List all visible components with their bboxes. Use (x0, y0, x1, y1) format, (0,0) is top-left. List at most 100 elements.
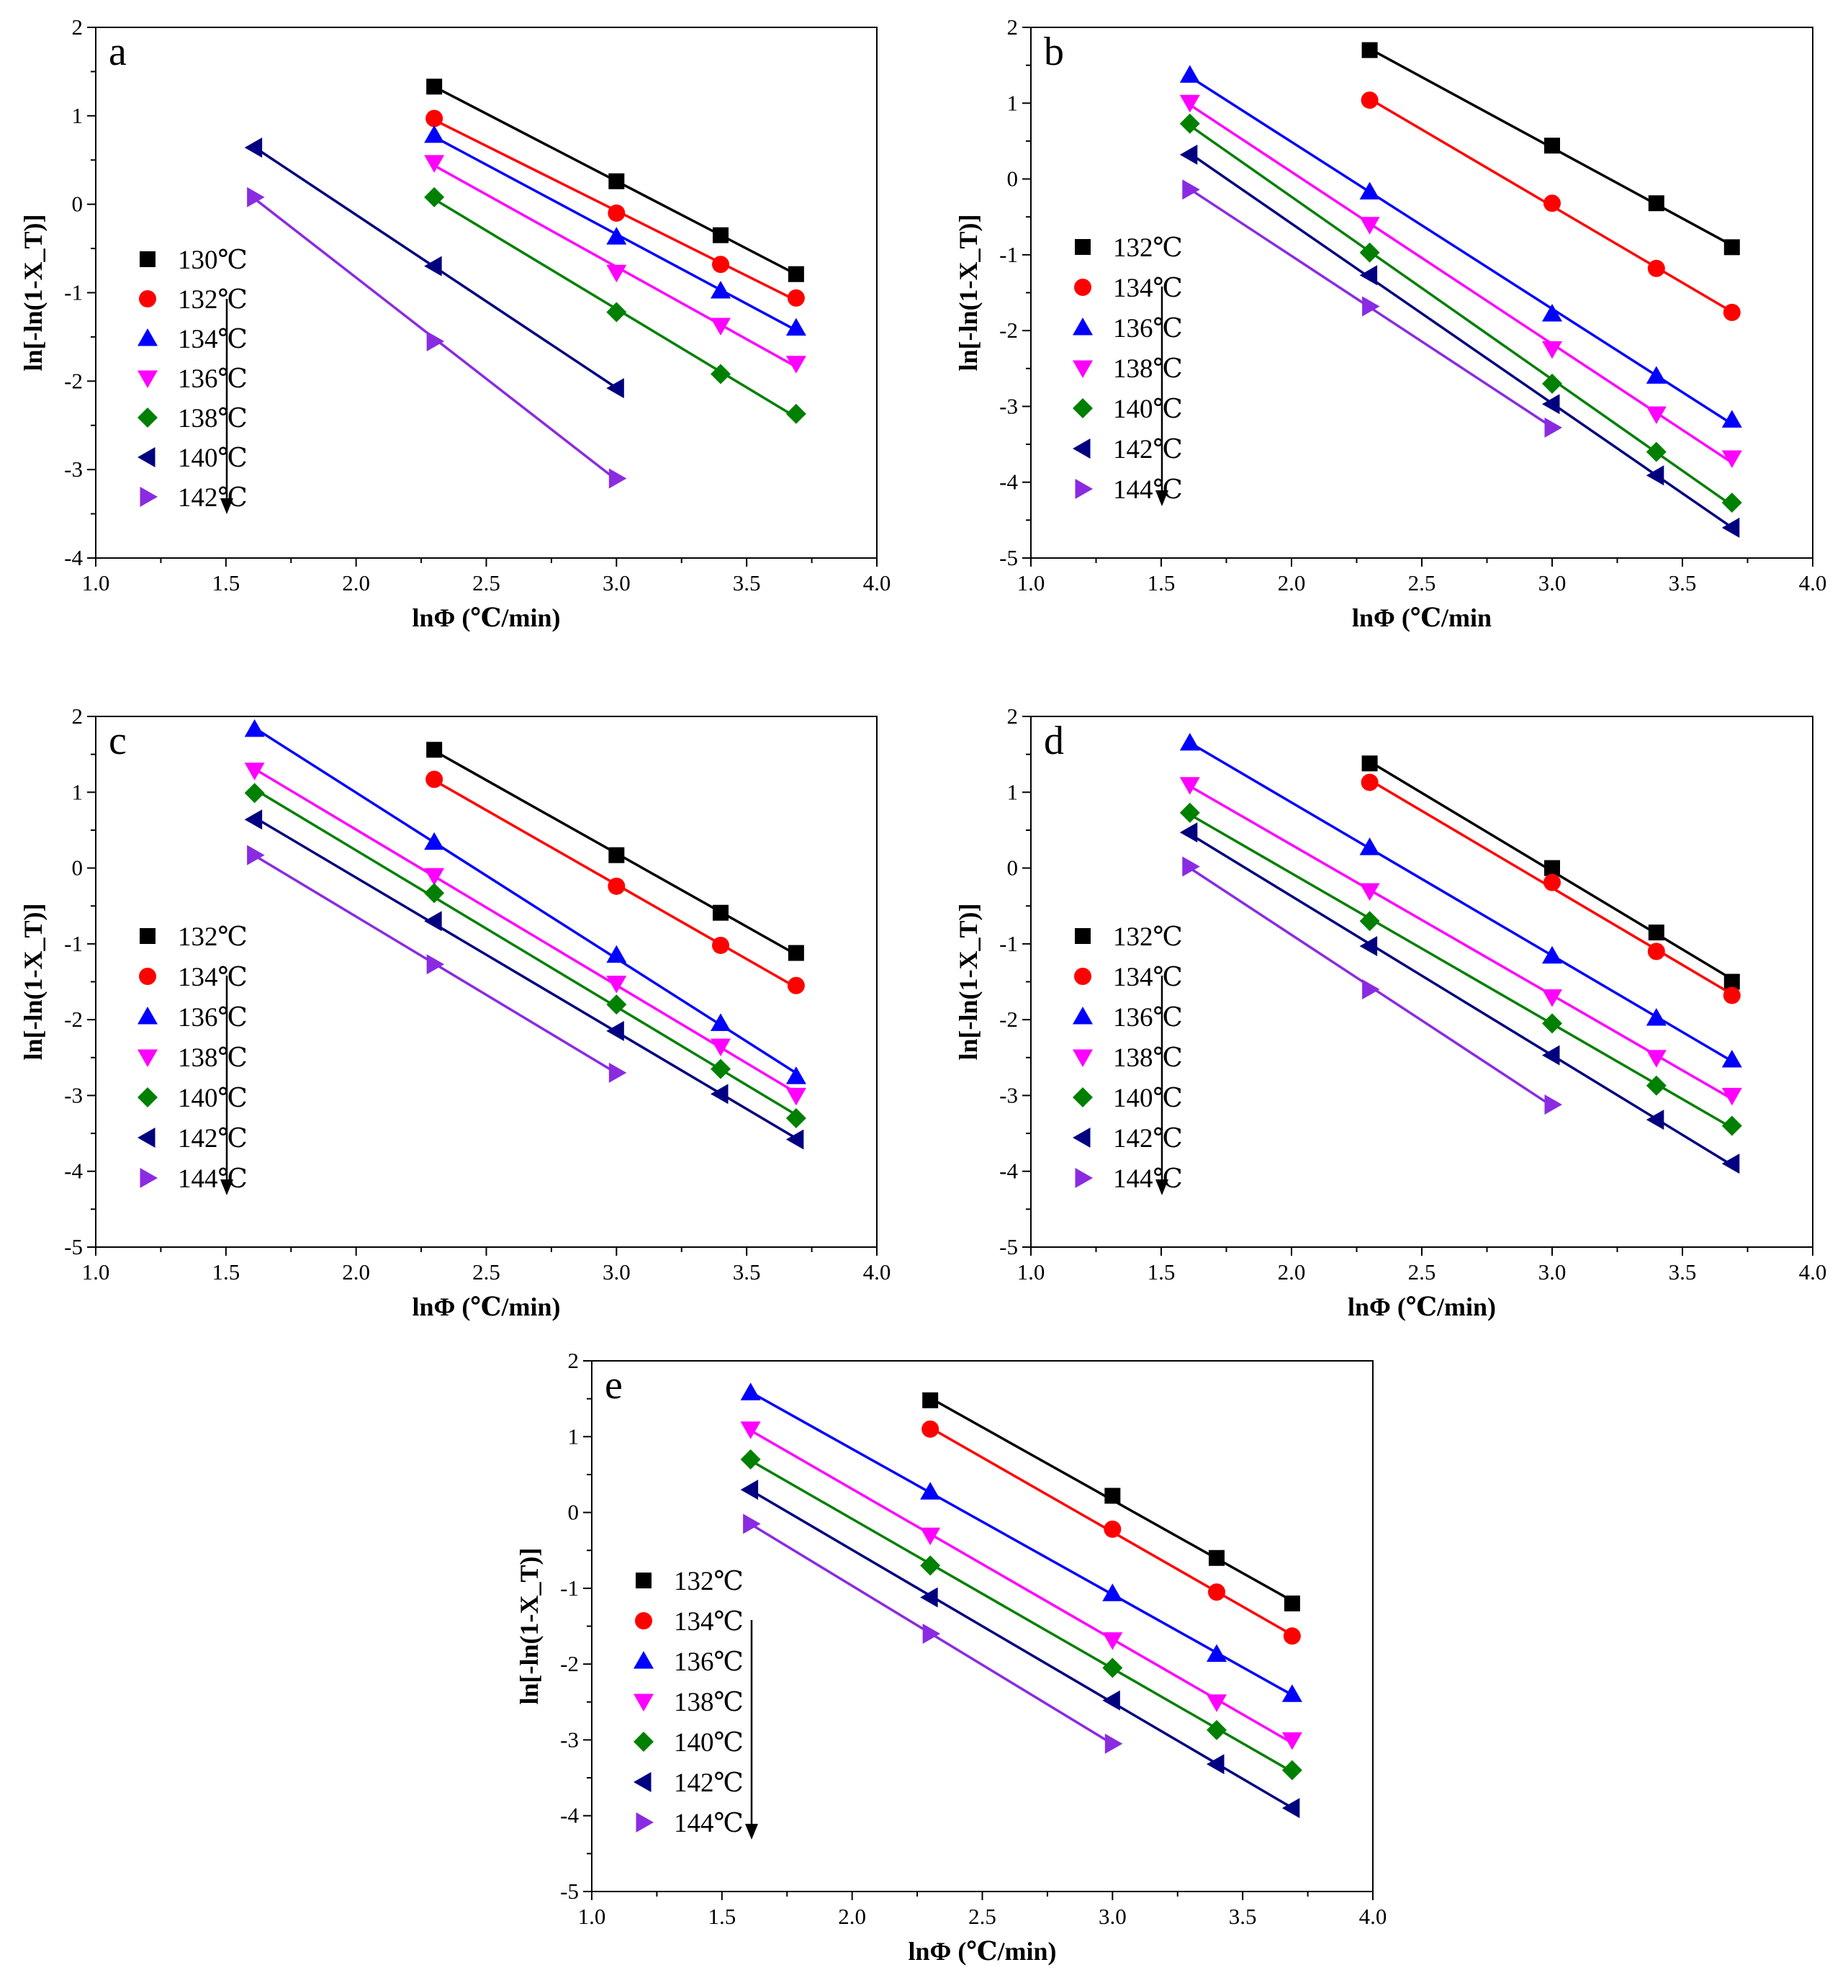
data-point (711, 1038, 731, 1056)
data-point (244, 138, 263, 158)
y-tick-label: -2 (64, 1007, 83, 1032)
data-point (1723, 239, 1740, 256)
legend-marker (1073, 1049, 1093, 1067)
data-point (712, 256, 729, 274)
x-tick-label: 3.0 (1099, 1904, 1127, 1929)
y-tick-label: -1 (999, 242, 1018, 267)
legend-marker (1073, 318, 1093, 336)
y-tick-label: 2 (1007, 703, 1019, 729)
legend-label: 138℃ (178, 1043, 248, 1073)
data-point (1207, 1754, 1225, 1775)
y-tick-label: -1 (560, 1575, 579, 1601)
fit-line (1189, 76, 1733, 426)
legend-label: 140℃ (178, 444, 248, 473)
legend-label: 142℃ (178, 1124, 248, 1153)
y-tick-label: -2 (999, 1007, 1018, 1032)
data-point (1209, 1550, 1225, 1566)
x-tick-label: 1.5 (1148, 1259, 1176, 1285)
data-point (1647, 943, 1665, 961)
legend-label: 138℃ (178, 404, 248, 433)
y-tick-label: -4 (560, 1803, 579, 1828)
x-tick-label: 3.0 (603, 570, 631, 595)
y-tick-label: -3 (999, 393, 1018, 418)
data-point (606, 976, 627, 994)
legend-marker (1074, 968, 1091, 985)
data-point (1721, 492, 1742, 513)
y-tick-label: -5 (999, 1234, 1018, 1259)
y-tick-label: -4 (999, 469, 1018, 495)
data-point (1281, 1760, 1302, 1781)
data-point (424, 125, 445, 143)
data-point (713, 904, 729, 921)
data-point (1646, 1075, 1667, 1096)
data-point (1179, 94, 1200, 113)
fit-line (253, 788, 797, 1116)
data-point (247, 186, 265, 207)
x-tick-label: 4.0 (1799, 570, 1827, 595)
y-tick-label: 0 (1007, 855, 1019, 881)
series-144℃ (1182, 179, 1562, 438)
data-point (1723, 973, 1740, 990)
data-point (608, 173, 625, 189)
legend-marker (1073, 360, 1093, 378)
data-point (426, 78, 443, 95)
data-point (1361, 42, 1378, 58)
x-tick-label: 3.5 (1669, 1259, 1697, 1285)
series-138℃ (244, 763, 806, 1106)
data-point (922, 1392, 939, 1408)
x-tick-label: 2.5 (472, 570, 500, 595)
legend-label: 134℃ (674, 1607, 744, 1637)
y-tick-label: -2 (560, 1651, 579, 1676)
x-tick-label: 1.0 (578, 1904, 606, 1929)
y-tick-label: -3 (560, 1727, 579, 1752)
data-point (1102, 1658, 1123, 1678)
x-tick-label: 1.5 (708, 1904, 736, 1929)
legend-label: 130℃ (178, 246, 248, 275)
data-point (920, 1527, 941, 1546)
data-point (1544, 1094, 1562, 1115)
series-140℃ (1179, 113, 1742, 513)
legend-label: 142℃ (1113, 1124, 1183, 1153)
data-point (1542, 341, 1562, 359)
x-axis-label: lnΦ (℃/min) (1348, 1292, 1496, 1321)
data-point (788, 945, 804, 961)
legend-marker (138, 1128, 155, 1148)
x-tick-label: 2.0 (838, 1904, 866, 1929)
fit-line (1189, 104, 1733, 464)
legend-marker (138, 408, 158, 428)
data-point (740, 1382, 761, 1400)
series-134℃ (425, 770, 805, 994)
legend-label: 138℃ (674, 1688, 744, 1717)
y-tick-label: -1 (999, 931, 1018, 956)
series-144℃ (1182, 856, 1562, 1115)
data-point (1102, 1632, 1123, 1650)
y-tick-label: 2 (1007, 14, 1019, 40)
fit-line (749, 1391, 1293, 1696)
series-140℃ (244, 783, 806, 1129)
data-point (424, 911, 442, 932)
data-point (1207, 1719, 1227, 1740)
legend-label: 136℃ (1113, 314, 1183, 343)
data-point (1646, 406, 1667, 424)
x-axis-label: lnΦ (℃/min) (909, 1937, 1057, 1966)
data-point (1359, 837, 1380, 855)
data-point (1359, 181, 1380, 199)
panel-letter: a (109, 30, 127, 74)
data-point (1359, 883, 1380, 901)
data-point (1647, 259, 1665, 277)
legend-label: 132℃ (1113, 233, 1183, 263)
legend-marker (1073, 1087, 1093, 1107)
x-tick-label: 3.0 (603, 1259, 631, 1285)
x-axis-label: lnΦ (℃/min (1352, 603, 1492, 632)
x-tick-label: 2.5 (968, 1904, 996, 1929)
data-point (921, 1420, 939, 1438)
data-point (1359, 911, 1380, 932)
x-tick-label: 1.5 (212, 570, 240, 595)
data-point (244, 763, 265, 781)
data-point (1721, 1049, 1742, 1068)
y-tick-label: 0 (72, 855, 84, 881)
panel-letter: c (109, 719, 127, 763)
legend-marker (138, 328, 158, 346)
data-point (606, 945, 627, 963)
